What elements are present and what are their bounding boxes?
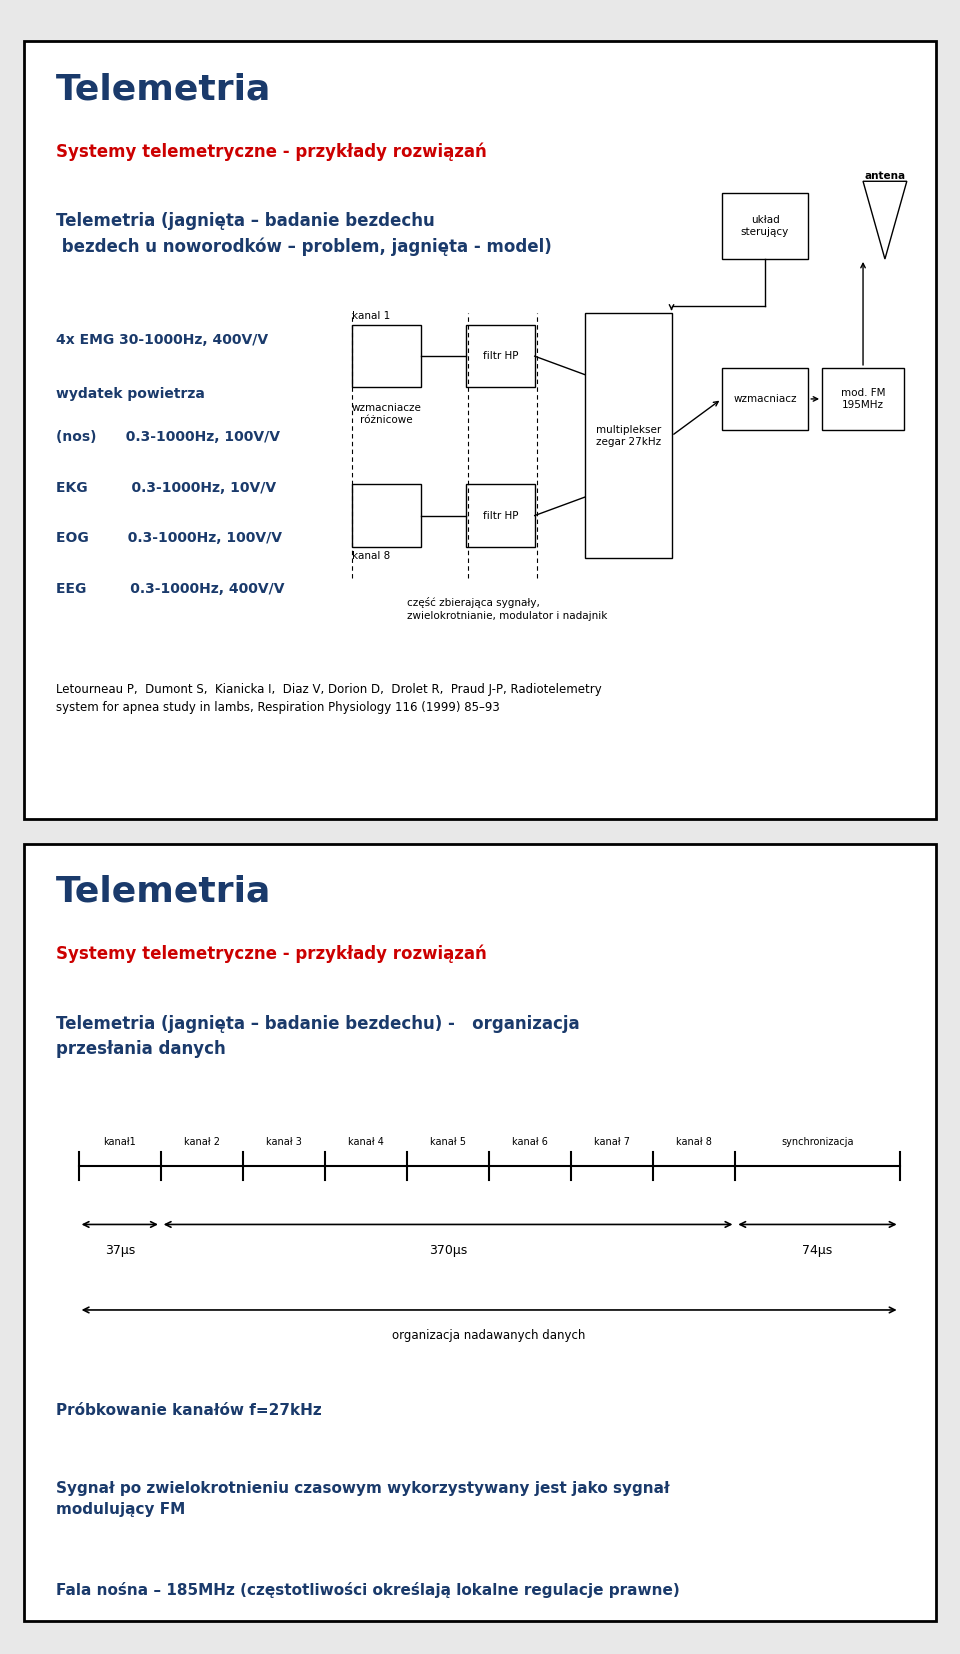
Text: Telemetria: Telemetria <box>56 875 272 908</box>
Text: Systemy telemetryczne - przykłady rozwiązań: Systemy telemetryczne - przykłady rozwią… <box>56 944 487 963</box>
Text: synchronizacja: synchronizacja <box>781 1136 853 1146</box>
Text: organizacja nadawanych danych: organizacja nadawanych danych <box>393 1330 586 1343</box>
Text: 4x EMG 30-1000Hz, 400V/V: 4x EMG 30-1000Hz, 400V/V <box>56 332 268 347</box>
Text: 74μs: 74μs <box>803 1244 832 1257</box>
Text: Sygnał po zwielokrotnieniu czasowym wykorzystywany jest jako sygnał
modulujący F: Sygnał po zwielokrotnieniu czasowym wyko… <box>56 1480 669 1517</box>
Text: wzmacniacz: wzmacniacz <box>733 394 797 404</box>
Polygon shape <box>863 182 907 260</box>
Bar <box>352 326 420 387</box>
Text: układ
sterujący: układ sterujący <box>741 215 789 237</box>
Bar <box>822 367 904 430</box>
Text: kanał 2: kanał 2 <box>184 1136 220 1146</box>
Text: filtr HP: filtr HP <box>483 511 518 521</box>
Text: wydatek powietrza: wydatek powietrza <box>56 387 204 402</box>
Text: Telemetria: Telemetria <box>56 73 272 106</box>
Bar <box>585 314 672 559</box>
Text: antena: antena <box>864 172 905 182</box>
Text: Fala nośna – 185MHz (częstotliwości określają lokalne regulacje prawne): Fala nośna – 185MHz (częstotliwości okre… <box>56 1581 680 1598</box>
Bar <box>722 367 808 430</box>
Text: (nos)      0.3-1000Hz, 100V/V: (nos) 0.3-1000Hz, 100V/V <box>56 430 280 443</box>
Text: 370μs: 370μs <box>429 1244 468 1257</box>
Text: EOG        0.3-1000Hz, 100V/V: EOG 0.3-1000Hz, 100V/V <box>56 531 282 546</box>
Text: kanał1: kanał1 <box>104 1136 136 1146</box>
Text: Telemetria (jagnięta – badanie bezdechu
 bezdech u noworodków – problem, jagnięt: Telemetria (jagnięta – badanie bezdechu … <box>56 212 552 256</box>
Text: Letourneau P,  Dumont S,  Kianicka I,  Diaz V, Dorion D,  Drolet R,  Praud J-P, : Letourneau P, Dumont S, Kianicka I, Diaz… <box>56 683 602 713</box>
Text: kanał 8: kanał 8 <box>677 1136 712 1146</box>
Bar <box>467 485 535 547</box>
Text: 37μs: 37μs <box>105 1244 135 1257</box>
Text: kanal 1: kanal 1 <box>352 311 391 321</box>
Text: EKG         0.3-1000Hz, 10V/V: EKG 0.3-1000Hz, 10V/V <box>56 481 276 495</box>
Text: Systemy telemetryczne - przykłady rozwiązań: Systemy telemetryczne - przykłady rozwią… <box>56 142 487 160</box>
Text: EEG         0.3-1000Hz, 400V/V: EEG 0.3-1000Hz, 400V/V <box>56 582 284 595</box>
Text: Próbkowanie kanałów f=27kHz: Próbkowanie kanałów f=27kHz <box>56 1403 322 1417</box>
Text: Telemetria (jagnięta – badanie bezdechu) -   organizacja
przesłania danych: Telemetria (jagnięta – badanie bezdechu)… <box>56 1014 580 1057</box>
Text: kanal 8: kanal 8 <box>352 551 391 561</box>
Text: filtr HP: filtr HP <box>483 351 518 361</box>
Text: kanał 3: kanał 3 <box>266 1136 301 1146</box>
Bar <box>722 194 808 260</box>
Text: wzmacniacze
różnicowe: wzmacniacze różnicowe <box>351 404 421 425</box>
Text: multiplekser
zegar 27kHz: multiplekser zegar 27kHz <box>595 425 660 447</box>
Text: kanał 7: kanał 7 <box>594 1136 631 1146</box>
Text: mod. FM
195MHz: mod. FM 195MHz <box>841 387 885 410</box>
Text: część zbierająca sygnały,
zwielokrotnianie, modulator i nadajnik: część zbierająca sygnały, zwielokrotnian… <box>407 597 608 620</box>
Bar <box>352 485 420 547</box>
Text: kanał 5: kanał 5 <box>430 1136 467 1146</box>
Text: kanał 6: kanał 6 <box>513 1136 548 1146</box>
Text: kanał 4: kanał 4 <box>348 1136 384 1146</box>
Bar <box>467 326 535 387</box>
